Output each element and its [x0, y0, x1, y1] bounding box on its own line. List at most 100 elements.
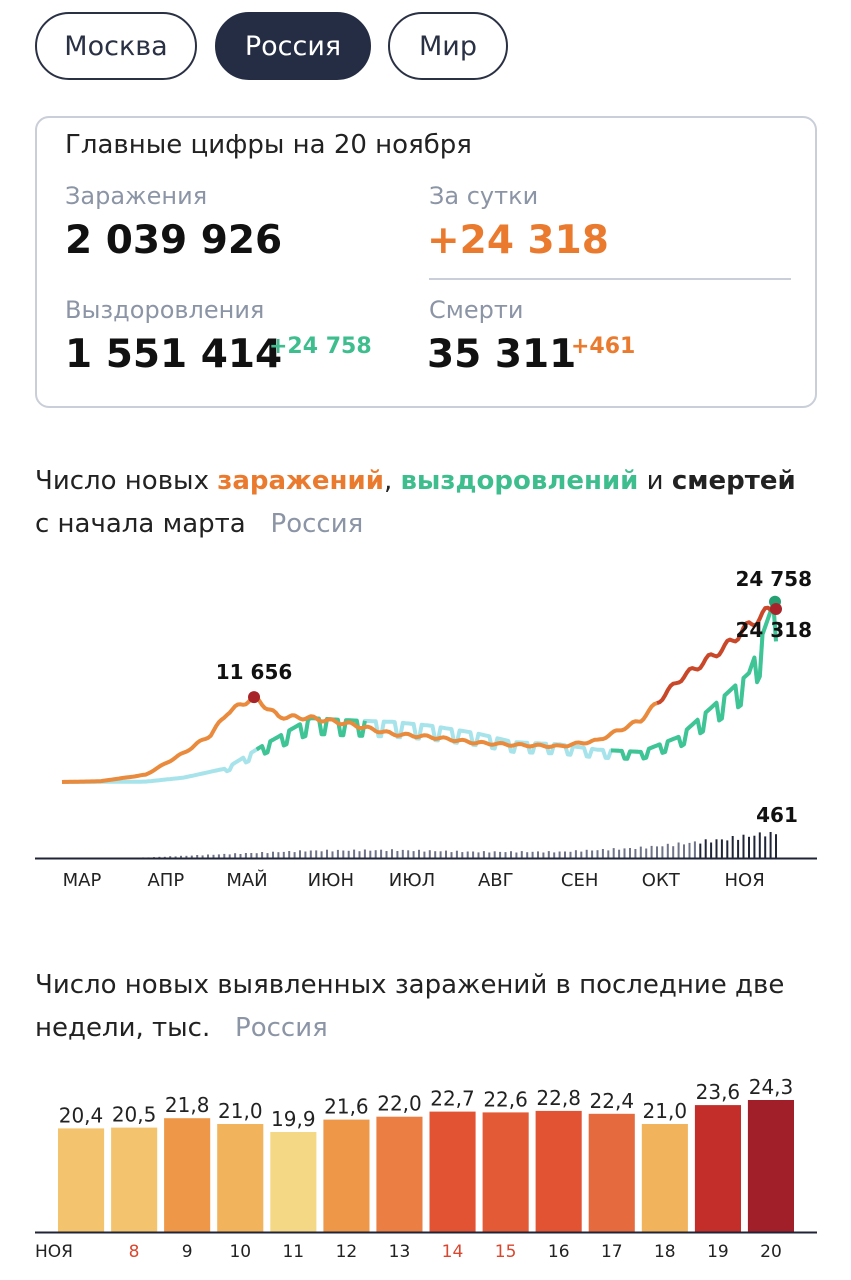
recoveries-end-label: 24 758: [735, 567, 812, 591]
deaths-bar: [531, 851, 534, 858]
bar-x-tick: НОЯ: [35, 1242, 73, 1262]
deaths-bar: [450, 852, 453, 858]
deaths-bar: [553, 852, 556, 858]
deaths-bar: [720, 839, 723, 858]
bar-x-tick: 13: [389, 1242, 411, 1262]
bar-value-label: 21,0: [218, 1099, 263, 1123]
deaths-bar: [158, 856, 161, 858]
deaths-bar: [315, 850, 318, 858]
trend-title-recoveries: выздоровлений: [400, 466, 639, 496]
bars-title-line2: недели, тыс.: [35, 1013, 211, 1043]
tab-russia[interactable]: Россия: [215, 12, 371, 80]
deaths-bar: [331, 851, 334, 858]
bar-x-tick: 8: [129, 1242, 140, 1262]
trend-title-region[interactable]: Россия: [270, 509, 364, 539]
deaths-bar: [769, 832, 772, 858]
bar: [58, 1128, 105, 1232]
deaths-bar: [250, 853, 253, 858]
trend-x-tick: ИЮЛ: [389, 870, 435, 891]
deaths-bar: [758, 832, 761, 858]
deaths-bar: [639, 846, 642, 858]
infections-label: Заражения: [65, 182, 208, 210]
trend-x-tick: АПР: [147, 870, 184, 891]
deaths-bar: [363, 849, 366, 858]
trend-x-tick: МАР: [63, 870, 102, 891]
deaths-bar: [520, 851, 523, 858]
deaths-bar: [288, 851, 291, 858]
deaths-bar: [304, 851, 307, 858]
summary-divider: [429, 278, 791, 280]
deaths-bar: [418, 849, 420, 858]
deaths-bar: [558, 851, 561, 858]
recoveries-value: 1 551 414: [65, 332, 283, 377]
bar-value-label: 19,9: [271, 1107, 316, 1131]
deaths-bar: [753, 835, 756, 858]
deaths-bar: [385, 851, 388, 858]
deaths-bar: [196, 855, 199, 858]
bar-value-label: 22,6: [483, 1087, 528, 1111]
bar-value-label: 22,7: [430, 1087, 475, 1111]
bar: [641, 1124, 688, 1232]
deaths-bar: [190, 855, 193, 858]
deaths-bar: [472, 851, 475, 858]
deaths-bar: [585, 849, 588, 858]
deaths-bar: [742, 834, 745, 858]
deaths-bar: [391, 849, 393, 858]
bar: [747, 1100, 794, 1232]
deaths-bar: [228, 854, 231, 858]
deaths-bar: [201, 855, 204, 858]
deaths-value: 35 311: [427, 332, 577, 377]
deaths-bar: [358, 851, 361, 858]
deaths-bar: [466, 851, 469, 858]
deaths-bar: [607, 850, 610, 858]
deaths-bar: [374, 850, 377, 858]
deaths-bar: [445, 850, 447, 858]
deaths-bar: [623, 848, 626, 858]
deaths-bar: [547, 851, 550, 858]
bar-value-label: 20,4: [59, 1103, 104, 1127]
deaths-bar: [277, 852, 280, 858]
infections-line-recent: [656, 605, 778, 705]
deaths-bar: [174, 856, 177, 858]
tab-moscow[interactable]: Москва: [35, 12, 197, 80]
deaths-bar: [396, 851, 399, 858]
deaths-bar: [656, 846, 658, 858]
deaths-bar: [369, 850, 372, 858]
deaths-bar: [683, 844, 685, 858]
bar-x-tick: 12: [336, 1242, 358, 1262]
bar: [482, 1112, 529, 1232]
bars-title-line1: Число новых выявленных заражений в после…: [35, 970, 785, 1000]
deaths-bar: [261, 852, 264, 858]
deaths-bar: [748, 836, 750, 858]
deaths-bar: [309, 850, 312, 858]
infections-line: [61, 692, 658, 784]
deaths-bar: [455, 850, 458, 858]
deaths-bar: [629, 848, 631, 858]
trend-x-tick: СЕН: [561, 870, 598, 891]
daily-value: +24 318: [427, 218, 609, 263]
deaths-bar: [526, 852, 529, 858]
recoveries-label: Выздоровления: [65, 296, 265, 324]
deaths-bar: [580, 851, 583, 858]
deaths-bar: [477, 852, 480, 858]
bar-x-tick: 20: [760, 1242, 782, 1262]
trend-chart-title: Число новых заражений, выздоровлений и с…: [35, 460, 796, 546]
deaths-bar: [731, 836, 734, 858]
bar-x-tick: 10: [229, 1242, 251, 1262]
deaths-bar: [574, 850, 577, 858]
bar-x-tick: 16: [548, 1242, 570, 1262]
trend-x-tick: ОКТ: [642, 870, 681, 891]
deaths-bar: [645, 848, 648, 858]
deaths-bar: [699, 843, 702, 858]
deaths-bar: [482, 851, 485, 858]
deaths-bar: [677, 842, 680, 858]
bars-title-region[interactable]: Россия: [235, 1013, 328, 1043]
bar-x-tick: 19: [707, 1242, 729, 1262]
bar: [588, 1113, 635, 1232]
deaths-bar: [612, 848, 615, 858]
bars-chart-title: Число новых выявленных заражений в после…: [35, 964, 784, 1050]
deaths-bar: [380, 849, 383, 858]
deaths-bar: [255, 853, 258, 858]
tab-world[interactable]: Мир: [388, 12, 508, 80]
bar-x-tick: 14: [442, 1242, 464, 1262]
